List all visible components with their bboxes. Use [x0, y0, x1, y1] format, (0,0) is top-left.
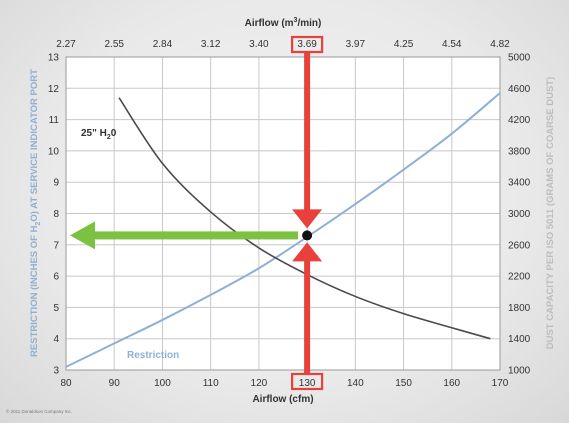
y-right-tick-label: 5000 — [508, 53, 531, 64]
red-arrow-down-shaft — [304, 52, 311, 212]
x-top-tick-label: 3.69 — [297, 39, 317, 50]
x-bottom-tick-label: 110 — [203, 378, 219, 389]
y-left-tick-label: 3 — [53, 366, 59, 377]
y-right-tick-label: 1800 — [508, 303, 531, 314]
x-bottom-tick-label: 140 — [347, 378, 364, 389]
y-right-tick-label: 3800 — [508, 146, 531, 157]
y-right-tick-label: 2600 — [508, 240, 531, 251]
grid — [65, 56, 501, 371]
red-arrow-up-head — [292, 242, 323, 262]
x-bottom-tick-label: 90 — [109, 378, 121, 389]
y-left-tick-label: 6 — [53, 272, 59, 283]
red-arrow-down-head — [292, 209, 323, 229]
left-axis-title: RESTRICTION (INCHES OF H2O) AT SERVICE I… — [29, 69, 42, 357]
x-top-tick-label: 2.27 — [56, 39, 76, 50]
x-top-tick-label: 4.82 — [490, 39, 510, 50]
y-right-tick-label: 2200 — [508, 272, 531, 283]
green-arrow-left-shaft — [94, 231, 299, 240]
series-line-restriction — [65, 92, 501, 368]
x-bottom-tick-label: 160 — [443, 378, 460, 389]
copyright: © 2011 Donaldson Company Inc. — [6, 408, 72, 414]
bottom-axis-title: Airflow (cfm) — [252, 394, 313, 405]
x-bottom-tick-label: 170 — [492, 378, 509, 389]
x-top-tick-label: 2.84 — [153, 39, 173, 50]
top-axis-title: Airflow (m3/min) — [245, 17, 322, 29]
green-arrow-left-head — [70, 221, 95, 250]
x-top-tick-label: 2.55 — [104, 39, 124, 50]
operating-point-marker — [302, 230, 313, 241]
x-bottom-tick-label: 100 — [154, 378, 171, 389]
x-bottom-tick-label: 130 — [299, 378, 316, 389]
y-left-tick-label: 12 — [48, 84, 60, 95]
x-bottom-tick-label: 150 — [395, 378, 412, 389]
y-left-tick-label: 7 — [53, 240, 59, 251]
y-left-tick-label: 8 — [53, 209, 59, 220]
y-right-tick-label: 4600 — [508, 84, 531, 95]
tick-labels: 80 90 100 110 120 130 140 150 160 170 2.27 2.55 2.84… — [48, 39, 531, 389]
x-top-tick-label: 3.40 — [249, 39, 269, 50]
y-right-tick-label: 1000 — [508, 366, 531, 377]
x-top-tick-label: 4.54 — [442, 39, 462, 50]
x-top-tick-label: 3.97 — [346, 39, 366, 50]
y-left-tick-label: 4 — [53, 334, 59, 345]
x-top-tick-label: 3.12 — [201, 39, 221, 50]
y-right-tick-label: 3400 — [508, 178, 531, 189]
y-right-tick-label: 1400 — [508, 334, 531, 345]
annotation-layer — [70, 35, 324, 391]
y-left-tick-label: 11 — [49, 115, 60, 126]
x-bottom-tick-label: 120 — [251, 378, 268, 389]
series-label-restriction: Restriction — [127, 350, 179, 361]
right-axis-title: DUST CAPACITY PER ISO 5011 (GRAMS OF COA… — [545, 77, 556, 350]
y-left-tick-label: 9 — [53, 178, 59, 189]
y-left-tick-label: 5 — [53, 303, 59, 314]
x-bottom-tick-label: 80 — [60, 378, 72, 389]
x-top-tick-label: 4.25 — [394, 39, 414, 50]
red-arrow-up-shaft — [304, 259, 311, 374]
y-left-tick-label: 13 — [48, 53, 60, 64]
plot-border — [65, 56, 501, 371]
y-right-tick-label: 3000 — [508, 209, 531, 220]
y-left-tick-label: 10 — [48, 146, 60, 157]
series-label-25in-h2o: 25" H20 — [81, 128, 117, 141]
y-right-tick-label: 4200 — [508, 115, 531, 126]
